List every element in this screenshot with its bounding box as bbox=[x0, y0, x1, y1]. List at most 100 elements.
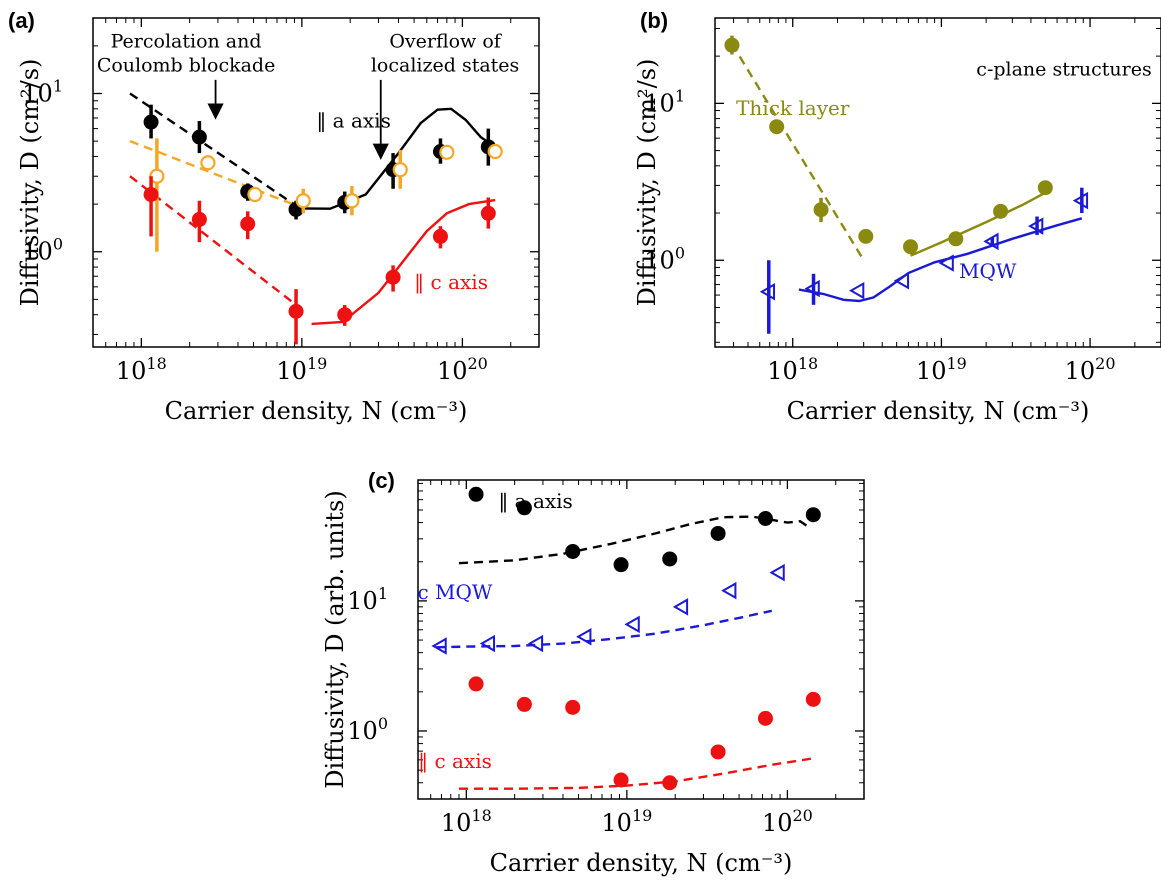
annotation-text: c-plane structures bbox=[976, 59, 1151, 81]
x-tick-label: 1018 bbox=[767, 354, 818, 385]
data-point bbox=[893, 272, 910, 290]
minor-ticks bbox=[418, 480, 864, 800]
series-label: c MQW bbox=[417, 580, 492, 604]
y-tick-label: 100 bbox=[347, 714, 388, 745]
data-point bbox=[432, 228, 448, 244]
minor-ticks bbox=[93, 18, 539, 347]
data-point bbox=[431, 637, 447, 655]
solid-fit-line bbox=[910, 190, 1049, 257]
data-point bbox=[613, 557, 629, 573]
data-point bbox=[516, 696, 532, 712]
x-axis-label: Carrier density, N (cm⁻³) bbox=[165, 397, 468, 425]
data-point bbox=[295, 193, 311, 209]
panel-label: (c) bbox=[368, 468, 395, 493]
data-point bbox=[565, 699, 581, 715]
series-3 bbox=[468, 676, 821, 791]
y-tick-label: 101 bbox=[22, 76, 63, 107]
series-label: ‖ a axis bbox=[498, 489, 573, 514]
data-point bbox=[288, 303, 304, 319]
data-point bbox=[672, 598, 689, 616]
panel-a: 1018 1019 1020 100 101 Carrier density, N (cm… bbox=[8, 8, 540, 425]
data-point bbox=[757, 710, 773, 726]
data-point bbox=[804, 279, 820, 298]
dashed-fit-line bbox=[458, 515, 812, 565]
dashed-fit-line bbox=[436, 609, 773, 649]
data-point bbox=[1028, 217, 1044, 235]
fit-lines bbox=[730, 43, 1083, 303]
data-point bbox=[613, 772, 629, 788]
y-tick-label: 101 bbox=[644, 86, 685, 117]
data-point bbox=[468, 676, 484, 692]
data-point bbox=[565, 543, 581, 559]
x-tick-label: 1020 bbox=[1065, 354, 1116, 385]
data-point bbox=[858, 228, 874, 244]
x-tick-label: 1018 bbox=[116, 354, 167, 385]
data-point bbox=[759, 283, 776, 301]
data-point bbox=[757, 510, 773, 526]
dashed-fit-line bbox=[730, 43, 865, 261]
data-point bbox=[337, 307, 353, 323]
annotation-text: Overflow of bbox=[389, 31, 502, 53]
series-label: ‖ c axis bbox=[418, 749, 492, 774]
data-point bbox=[143, 114, 159, 130]
panel-label: (b) bbox=[640, 8, 668, 33]
y-axis-label: Diffusivity, D (arb. units) bbox=[321, 490, 349, 788]
annotation-text: Coulomb blockade bbox=[97, 54, 276, 76]
data-point bbox=[624, 615, 640, 634]
data-point bbox=[769, 119, 785, 135]
data-point bbox=[439, 144, 455, 160]
data-point bbox=[143, 186, 159, 202]
y-axis-label: Diffusivity, D (cm²/s) bbox=[633, 59, 661, 307]
data-point bbox=[983, 232, 999, 251]
panel-c: 1018 1019 1020 100 101 Carrier density, N (cm… bbox=[321, 468, 865, 877]
data-point bbox=[240, 216, 256, 232]
data-point bbox=[813, 202, 829, 218]
data-point bbox=[479, 634, 496, 653]
data-point bbox=[849, 281, 865, 300]
minor-ticks bbox=[715, 18, 1161, 347]
data-point bbox=[247, 186, 263, 203]
data-point bbox=[1037, 180, 1053, 196]
data-point bbox=[385, 269, 401, 285]
y-tick-label: 101 bbox=[347, 584, 388, 615]
data-point bbox=[468, 486, 484, 502]
data-point bbox=[710, 525, 726, 541]
x-tick-label: 1019 bbox=[601, 806, 652, 837]
data-point bbox=[662, 551, 678, 567]
series-1 bbox=[724, 35, 1053, 255]
data-point bbox=[805, 691, 821, 707]
x-axis-label: Carrier density, N (cm⁻³) bbox=[490, 849, 793, 877]
y-tick-label: 100 bbox=[644, 243, 685, 274]
solid-fit-line bbox=[311, 198, 496, 326]
data-point bbox=[191, 129, 207, 145]
plot-frame bbox=[92, 17, 540, 348]
data-point bbox=[903, 239, 919, 255]
x-tick-label: 1019 bbox=[276, 354, 327, 385]
data-point bbox=[516, 500, 532, 516]
plot-frame bbox=[417, 479, 865, 800]
data-point bbox=[1072, 191, 1089, 210]
panel-b: 1018 1019 1020 100 101 Carrier density, N (cm… bbox=[633, 8, 1161, 425]
data-point bbox=[948, 231, 964, 247]
dashed-fit-line bbox=[129, 139, 303, 209]
annotation-text: Percolation and bbox=[111, 31, 262, 53]
data-point bbox=[805, 507, 821, 523]
y-tick-label: 100 bbox=[22, 235, 63, 266]
series-label: ‖ c axis bbox=[414, 270, 488, 295]
data-point bbox=[662, 775, 678, 791]
data-point bbox=[527, 634, 544, 653]
fit-lines bbox=[436, 515, 816, 790]
data-point bbox=[191, 211, 207, 227]
y-axis-label: Diffusivity, D (cm²/s) bbox=[16, 59, 44, 307]
data-point bbox=[724, 37, 740, 53]
series-2 bbox=[759, 187, 1089, 334]
plot-frame bbox=[714, 17, 1161, 348]
data-point bbox=[721, 581, 737, 600]
data-point bbox=[392, 162, 408, 178]
x-tick-label: 1020 bbox=[762, 806, 813, 837]
data-point bbox=[480, 205, 496, 221]
series-label: Thick layer bbox=[736, 96, 850, 120]
dashed-fit-line bbox=[459, 756, 816, 790]
data-point bbox=[344, 193, 360, 209]
